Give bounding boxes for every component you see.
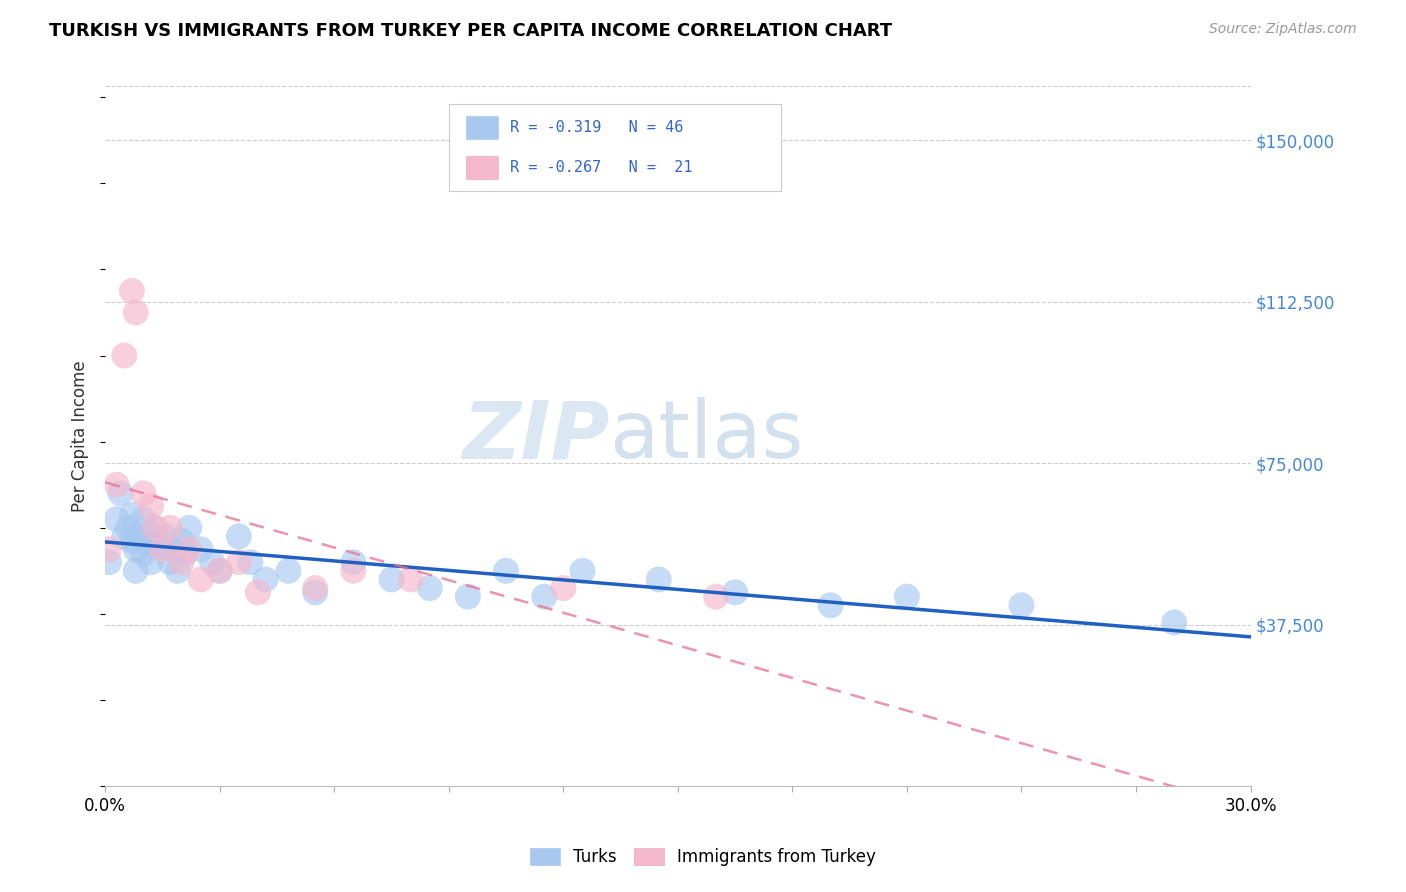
Point bbox=[121, 284, 143, 298]
Text: ZIP: ZIP bbox=[461, 397, 609, 475]
Point bbox=[1011, 599, 1033, 613]
Point bbox=[132, 547, 155, 561]
Point bbox=[121, 533, 143, 548]
Point bbox=[228, 529, 250, 543]
Point bbox=[246, 585, 269, 599]
Point bbox=[112, 529, 135, 543]
Point bbox=[179, 521, 201, 535]
Point bbox=[105, 477, 128, 491]
Text: TURKISH VS IMMIGRANTS FROM TURKEY PER CAPITA INCOME CORRELATION CHART: TURKISH VS IMMIGRANTS FROM TURKEY PER CA… bbox=[49, 22, 893, 40]
Y-axis label: Per Capita Income: Per Capita Income bbox=[72, 360, 89, 512]
Point bbox=[208, 564, 231, 578]
Point bbox=[98, 542, 121, 557]
Point bbox=[304, 581, 326, 595]
Point bbox=[553, 581, 575, 595]
Point bbox=[166, 564, 188, 578]
Point bbox=[254, 573, 277, 587]
Point bbox=[170, 533, 193, 548]
Point bbox=[125, 542, 148, 557]
Point bbox=[139, 555, 162, 569]
Point bbox=[533, 590, 555, 604]
Text: atlas: atlas bbox=[609, 397, 803, 475]
Point bbox=[159, 555, 181, 569]
Point bbox=[170, 555, 193, 569]
Point bbox=[277, 564, 299, 578]
Point bbox=[208, 564, 231, 578]
Point bbox=[163, 542, 186, 557]
FancyBboxPatch shape bbox=[465, 156, 498, 179]
Point bbox=[457, 590, 479, 604]
Point bbox=[174, 547, 197, 561]
Point bbox=[132, 512, 155, 526]
Point bbox=[190, 573, 212, 587]
Point bbox=[132, 486, 155, 500]
Point bbox=[148, 533, 170, 548]
Point bbox=[820, 599, 842, 613]
FancyBboxPatch shape bbox=[465, 116, 498, 139]
Point bbox=[1163, 615, 1185, 630]
Point bbox=[110, 486, 132, 500]
Point bbox=[495, 564, 517, 578]
Text: Source: ZipAtlas.com: Source: ZipAtlas.com bbox=[1209, 22, 1357, 37]
Point bbox=[239, 555, 262, 569]
Point bbox=[136, 529, 159, 543]
Point bbox=[179, 542, 201, 557]
Point bbox=[342, 555, 364, 569]
Point bbox=[128, 529, 150, 543]
Text: R = -0.319   N = 46: R = -0.319 N = 46 bbox=[509, 120, 683, 135]
Point bbox=[571, 564, 593, 578]
Point bbox=[105, 512, 128, 526]
Point bbox=[98, 555, 121, 569]
Point bbox=[155, 529, 177, 543]
Text: R = -0.267   N =  21: R = -0.267 N = 21 bbox=[509, 161, 692, 176]
Point bbox=[139, 500, 162, 514]
Point bbox=[201, 555, 224, 569]
Point bbox=[121, 508, 143, 522]
Legend: Turks, Immigrants from Turkey: Turks, Immigrants from Turkey bbox=[523, 841, 883, 873]
Point bbox=[228, 555, 250, 569]
Point bbox=[399, 573, 422, 587]
Point bbox=[159, 521, 181, 535]
Point bbox=[896, 590, 918, 604]
Point bbox=[152, 542, 174, 557]
Point bbox=[143, 521, 166, 535]
Point bbox=[724, 585, 747, 599]
Point bbox=[190, 542, 212, 557]
Point bbox=[112, 349, 135, 363]
Point bbox=[648, 573, 671, 587]
Point bbox=[704, 590, 727, 604]
Point bbox=[117, 521, 139, 535]
Point bbox=[342, 564, 364, 578]
Point bbox=[125, 305, 148, 319]
Point bbox=[143, 521, 166, 535]
Point bbox=[380, 573, 402, 587]
Point bbox=[419, 581, 441, 595]
Point bbox=[125, 564, 148, 578]
Point bbox=[139, 538, 162, 552]
FancyBboxPatch shape bbox=[449, 103, 780, 191]
Point bbox=[152, 542, 174, 557]
Point bbox=[304, 585, 326, 599]
